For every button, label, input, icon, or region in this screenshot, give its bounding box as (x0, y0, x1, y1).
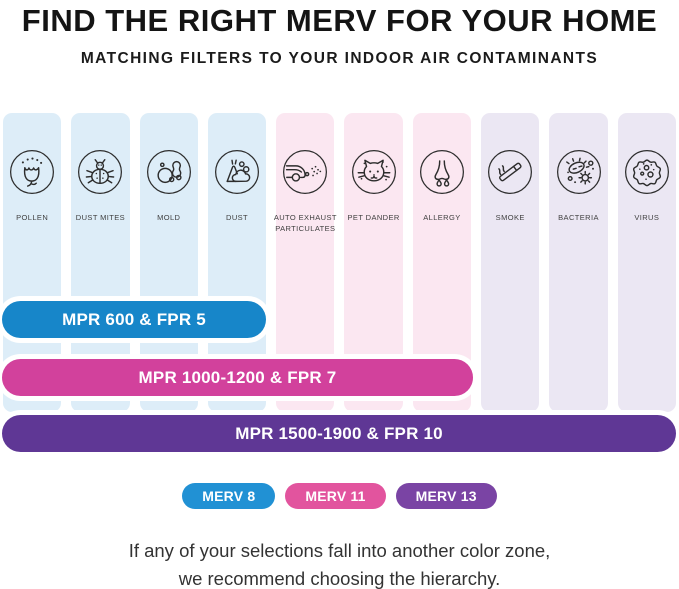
contaminant-label: BACTERIA (558, 213, 599, 222)
contaminant-column-virus: VIRUS (617, 113, 676, 412)
contaminant-label: SMOKE (495, 213, 525, 222)
merv-badges-row: MERV 8 MERV 11 MERV 13 (0, 483, 679, 509)
contaminant-column-bacteria: BACTERIA (549, 113, 608, 412)
bacteria-icon (556, 149, 602, 195)
merv-13-badge: MERV 13 (395, 483, 497, 509)
mpr-bar-merv13-label: MPR 1500-1900 & FPR 10 (235, 423, 443, 443)
pet-dander-icon (351, 149, 397, 195)
auto-exhaust-icon (282, 149, 328, 195)
contaminant-label: MOLD (157, 213, 181, 222)
contaminant-label: VIRUS (634, 213, 660, 222)
merv-13-badge-label: MERV 13 (415, 488, 477, 504)
mpr-bar-merv8-label: MPR 600 & FPR 5 (62, 309, 206, 329)
pollen-icon (9, 149, 55, 195)
merv-11-badge: MERV 11 (285, 483, 386, 509)
mpr-bar-merv8: MPR 600 & FPR 5 (2, 301, 266, 338)
dust-mites-icon (77, 149, 123, 195)
mold-icon (146, 149, 192, 195)
smoke-icon (487, 149, 533, 195)
dust-icon (214, 149, 260, 195)
footer-note-line1: If any of your selections fall into anot… (128, 540, 551, 561)
allergy-icon (419, 149, 465, 195)
contaminant-label: DUST MITES (75, 213, 126, 222)
footer-note-line2: we recommend choosing the hierarchy. (178, 567, 501, 589)
contaminant-label: ALLERGY (423, 213, 461, 222)
contaminant-label: DUST (226, 213, 249, 222)
virus-icon (624, 149, 670, 195)
contaminant-label: AUTO EXHAUST PARTICULATES (273, 213, 337, 233)
merv-11-badge-label: MERV 11 (305, 488, 366, 504)
mpr-bar-merv11: MPR 1000-1200 & FPR 7 (2, 359, 473, 396)
mpr-bar-merv13: MPR 1500-1900 & FPR 10 (2, 415, 676, 452)
page-subtitle: MATCHING FILTERS TO YOUR INDOOR AIR CONT… (80, 50, 599, 67)
contaminant-column-smoke: SMOKE (481, 113, 540, 412)
contaminant-label: POLLEN (16, 213, 49, 222)
merv-8-badge-label: MERV 8 (202, 488, 256, 504)
contaminant-label: PET DANDER (347, 213, 400, 222)
footer-note: If any of your selections fall into anot… (0, 537, 679, 589)
merv-8-badge: MERV 8 (182, 483, 276, 509)
mpr-bar-merv11-label: MPR 1000-1200 & FPR 7 (138, 367, 337, 387)
page-title: FIND THE RIGHT MERV FOR YOUR HOME (21, 3, 658, 38)
